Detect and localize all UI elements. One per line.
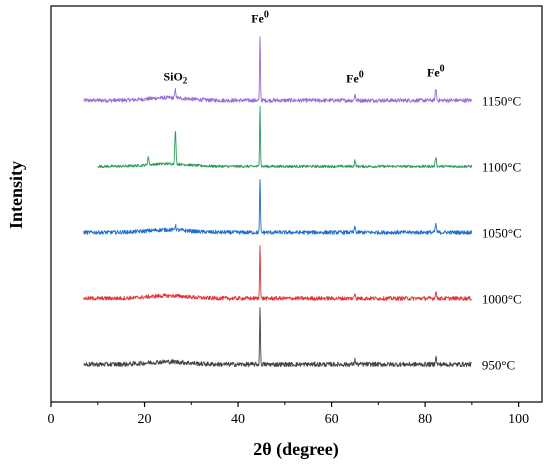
peak-annotation: Fe0 — [251, 9, 269, 25]
series-label-layer: 1150°C 1100°C 1050°C 1000°C 950°C — [482, 93, 522, 372]
x-tick-label: 0 — [48, 412, 55, 427]
series-label: 1100°C — [482, 159, 521, 174]
series-line — [97, 105, 473, 169]
x-tick-label: 60 — [325, 412, 339, 427]
series-line — [83, 245, 473, 301]
series-label: 1000°C — [482, 291, 522, 306]
x-tick-label: 40 — [231, 412, 245, 427]
annotation-layer: SiO2 Fe0 Fe0 Fe0 — [163, 9, 444, 85]
x-tick-label: 20 — [138, 412, 152, 427]
series-label: 950°C — [482, 357, 515, 372]
peak-annotation: SiO2 — [163, 69, 187, 85]
series-label: 1050°C — [482, 225, 522, 240]
series-label: 1150°C — [482, 93, 521, 108]
series-line — [83, 307, 472, 368]
y-axis-title: Intensity — [6, 161, 26, 229]
series-line — [83, 178, 473, 235]
series-layer — [83, 36, 473, 368]
plot-frame — [50, 5, 543, 403]
x-tick-label: 100 — [508, 412, 529, 427]
x-axis-title: 2θ (degree) — [253, 439, 339, 460]
peak-annotation: Fe0 — [346, 69, 364, 85]
x-axis-ticks: 0 20 40 60 80 100 — [48, 402, 529, 427]
x-tick-label: 80 — [418, 412, 432, 427]
peak-annotation: Fe0 — [427, 64, 445, 80]
series-line — [83, 36, 473, 103]
